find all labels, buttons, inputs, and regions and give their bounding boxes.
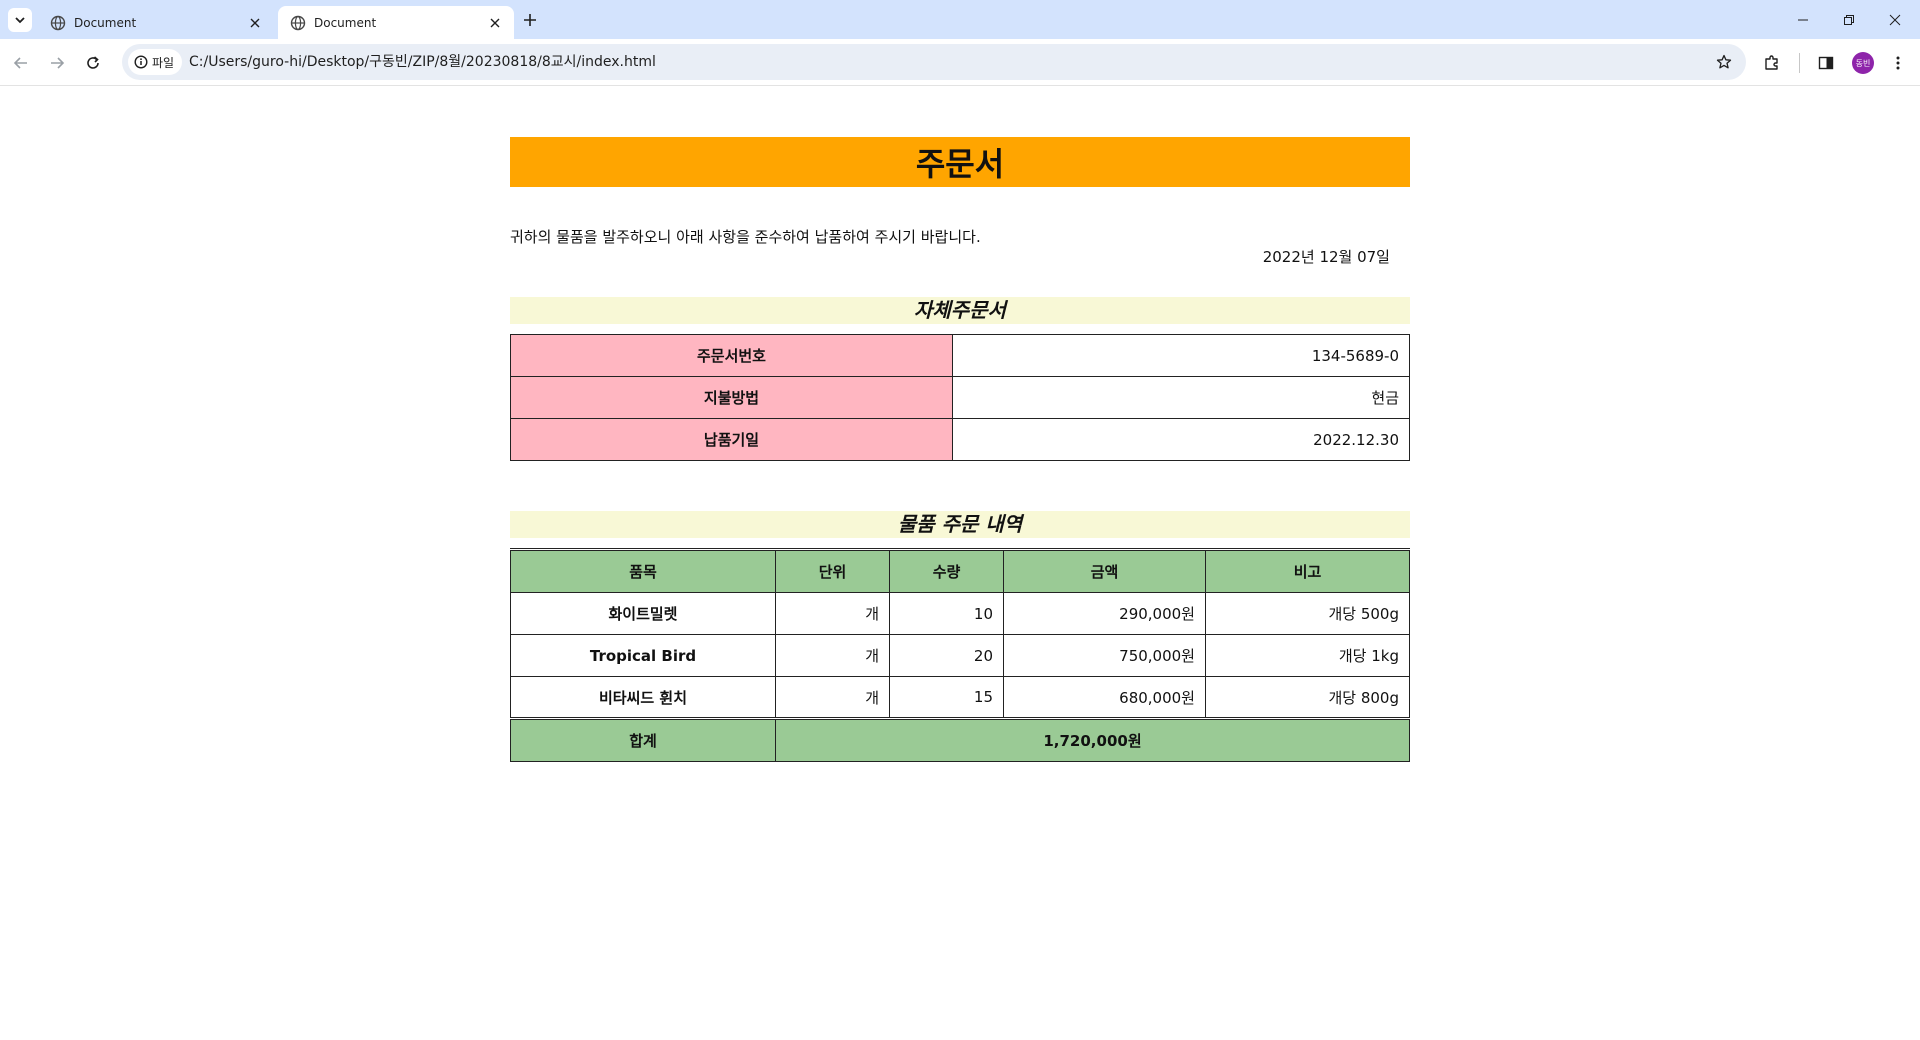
- reload-button[interactable]: [78, 48, 108, 78]
- info-value: 2022.12.30: [952, 418, 1410, 461]
- scheme-label: 파일: [152, 55, 175, 70]
- close-icon: [1889, 14, 1901, 25]
- info-label: 납품기일: [510, 418, 953, 461]
- cell-quantity: 10: [889, 592, 1004, 635]
- bookmark-button[interactable]: [1712, 50, 1736, 74]
- url-text[interactable]: C:/Users/guro-hi/Desktop/구동빈/ZIP/8월/2023…: [189, 54, 656, 70]
- cell-note: 개당 1kg: [1205, 634, 1410, 677]
- table-total-row: 합계 1,720,000원: [510, 717, 1410, 762]
- cell-amount: 680,000원: [1003, 676, 1206, 719]
- table-header-row: 품목 단위 수량 금액 비고: [510, 548, 1410, 593]
- column-header-note: 비고: [1205, 548, 1410, 593]
- arrow-left-icon: [13, 57, 27, 69]
- tab-title: Document: [74, 15, 137, 30]
- table-row: 주문서번호 134-5689-0: [510, 334, 1410, 377]
- new-tab-button[interactable]: [518, 8, 542, 32]
- reload-icon: [87, 56, 99, 69]
- cell-unit: 개: [775, 592, 890, 635]
- tab-title: Document: [314, 15, 377, 30]
- close-window-button[interactable]: [1872, 0, 1918, 39]
- cell-item: Tropical Bird: [510, 634, 776, 677]
- restore-icon: [1844, 14, 1854, 25]
- order-date: 2022년 12월 07일: [1262, 248, 1390, 266]
- avatar-initials: 동빈: [1855, 58, 1871, 68]
- plus-icon: [524, 14, 536, 26]
- cell-item: 화이트밀렛: [510, 592, 776, 635]
- info-label: 주문서번호: [510, 334, 953, 377]
- cell-quantity: 20: [889, 634, 1004, 677]
- info-value: 현금: [952, 376, 1410, 419]
- menu-button[interactable]: [1886, 51, 1910, 75]
- tab-search-button[interactable]: [8, 8, 32, 32]
- section-title-order-items: 물품 주문 내역: [510, 511, 1410, 538]
- column-header-item: 품목: [510, 548, 776, 593]
- minimize-button[interactable]: [1780, 0, 1826, 39]
- side-panel-button[interactable]: [1814, 51, 1838, 75]
- page-content: 주문서 귀하의 물품을 발주하오니 아래 사항을 준수하여 납품하여 주시기 바…: [510, 137, 1410, 762]
- minimize-icon: [1798, 19, 1808, 20]
- table-row: 화이트밀렛 개 10 290,000원 개당 500g: [510, 592, 1410, 635]
- forward-button[interactable]: [42, 48, 72, 78]
- profile-avatar[interactable]: 동빈: [1852, 52, 1874, 74]
- cell-unit: 개: [775, 676, 890, 719]
- chevron-down-icon: [15, 17, 25, 24]
- toolbar-divider: [1799, 53, 1800, 73]
- globe-icon: [50, 15, 66, 30]
- star-icon: [1716, 54, 1732, 69]
- page-title: 주문서: [510, 137, 1410, 187]
- close-tab-icon[interactable]: [246, 14, 264, 32]
- cell-quantity: 15: [889, 676, 1004, 719]
- table-row: 비타씨드 휜치 개 15 680,000원 개당 800g: [510, 676, 1410, 719]
- intro-text: 귀하의 물품을 발주하오니 아래 사항을 준수하여 납품하여 주시기 바랍니다.: [510, 228, 981, 246]
- tab-strip: Document Document: [0, 0, 1920, 39]
- total-label: 합계: [510, 717, 776, 762]
- column-header-amount: 금액: [1003, 548, 1206, 593]
- cell-item: 비타씨드 휜치: [510, 676, 776, 719]
- info-label: 지불방법: [510, 376, 953, 419]
- total-value: 1,720,000원: [775, 717, 1410, 762]
- tab-document-2[interactable]: Document: [278, 6, 514, 39]
- table-row: 납품기일 2022.12.30: [510, 418, 1410, 461]
- order-info-table: 주문서번호 134-5689-0 지불방법 현금 납품기일 2022.12.30: [510, 334, 1410, 461]
- globe-icon: [290, 15, 306, 30]
- puzzle-icon: [1765, 55, 1778, 70]
- side-panel-icon: [1818, 56, 1834, 70]
- column-header-quantity: 수량: [889, 548, 1004, 593]
- table-row: 지불방법 현금: [510, 376, 1410, 419]
- tab-document-1[interactable]: Document: [38, 6, 274, 39]
- column-header-unit: 단위: [775, 548, 890, 593]
- info-value: 134-5689-0: [952, 334, 1410, 377]
- cell-amount: 750,000원: [1003, 634, 1206, 677]
- restore-button[interactable]: [1826, 0, 1872, 39]
- cell-note: 개당 800g: [1205, 676, 1410, 719]
- extensions-button[interactable]: [1760, 51, 1784, 75]
- info-icon: [134, 55, 148, 69]
- order-items-table: 품목 단위 수량 금액 비고 화이트밀렛 개 10 290,000원 개당 50…: [510, 548, 1410, 762]
- table-row: Tropical Bird 개 20 750,000원 개당 1kg: [510, 634, 1410, 677]
- cell-note: 개당 500g: [1205, 592, 1410, 635]
- browser-toolbar: 파일 C:/Users/guro-hi/Desktop/구동빈/ZIP/8월/2…: [0, 39, 1920, 86]
- site-info-chip[interactable]: 파일: [128, 49, 183, 75]
- back-button[interactable]: [6, 48, 36, 78]
- section-title-order-info: 자체주문서: [510, 297, 1410, 324]
- close-tab-icon[interactable]: [486, 14, 504, 32]
- address-bar[interactable]: 파일 C:/Users/guro-hi/Desktop/구동빈/ZIP/8월/2…: [122, 44, 1746, 80]
- arrow-right-icon: [51, 57, 65, 69]
- cell-unit: 개: [775, 634, 890, 677]
- cell-amount: 290,000원: [1003, 592, 1206, 635]
- kebab-menu-icon: [1896, 56, 1900, 70]
